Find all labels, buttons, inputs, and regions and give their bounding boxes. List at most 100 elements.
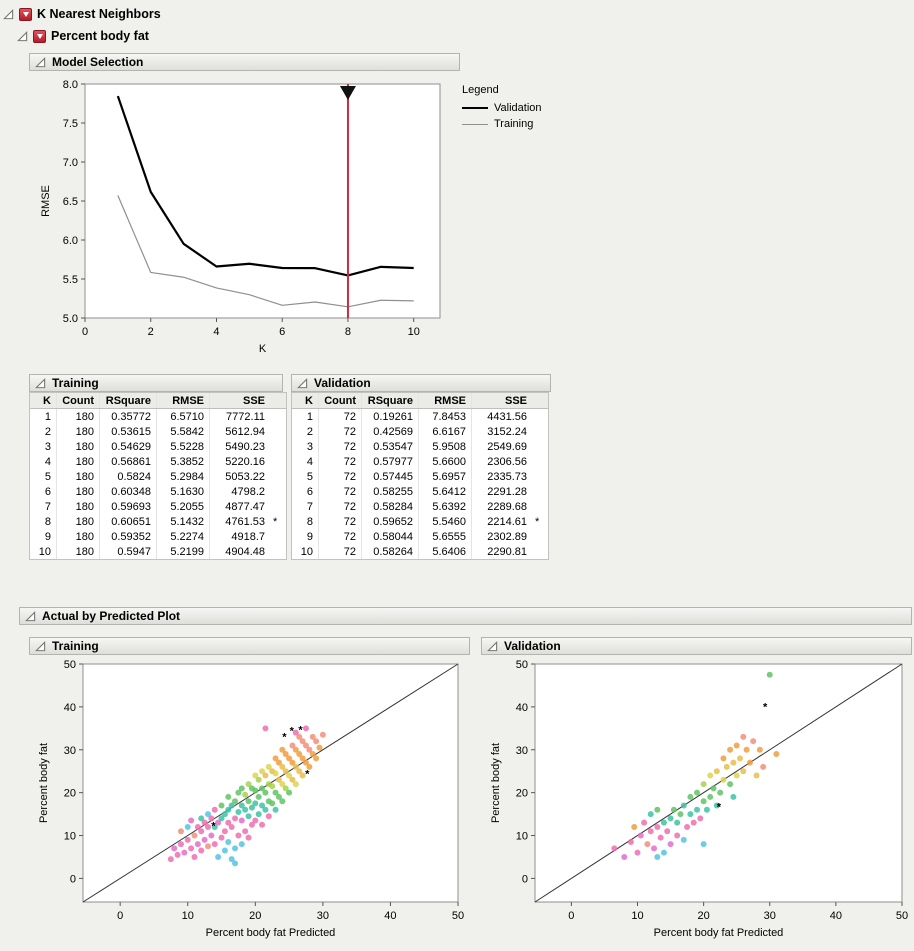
table-row[interactable]: 3 72 0.53547 5.9508 2549.69 — [292, 439, 548, 454]
data-point — [188, 817, 195, 824]
red-triangle-menu-button[interactable] — [33, 29, 46, 43]
data-point — [674, 832, 681, 839]
y-tick-label: 5.5 — [63, 274, 78, 286]
table-row[interactable]: 1 72 0.19261 7.8453 4431.56 — [292, 408, 548, 424]
table-row[interactable]: 1 180 0.35772 6.5710 7772.11 — [30, 408, 286, 424]
data-point — [647, 828, 654, 835]
data-point — [703, 806, 710, 813]
red-triangle-menu-button[interactable] — [19, 7, 32, 21]
table-row[interactable]: 2 72 0.42569 6.6167 3152.24 — [292, 424, 548, 439]
table-row[interactable]: 5 72 0.57445 5.6957 2335.73 — [292, 469, 548, 484]
validation-line-swatch — [462, 107, 488, 109]
data-point — [286, 789, 293, 796]
data-point — [657, 834, 664, 841]
asterisk-marker: * — [282, 732, 287, 744]
data-point — [232, 860, 239, 867]
actual-by-predicted-outline-header[interactable]: Actual by Predicted Plot — [19, 607, 912, 625]
disclosure-triangle-icon[interactable] — [297, 377, 308, 389]
table-row[interactable]: 10 72 0.58264 5.6406 2290.81 — [292, 544, 548, 559]
scatter-points[interactable]: *** ** — [167, 724, 326, 867]
disclosure-triangle-icon[interactable] — [35, 640, 46, 652]
y-tick-label: 6.5 — [63, 196, 78, 208]
data-point — [252, 772, 259, 779]
scatter-points[interactable]: ** — [611, 671, 780, 860]
table-row[interactable]: 10 180 0.5947 5.2199 4904.48 — [30, 544, 286, 559]
table-row[interactable]: 9 180 0.59352 5.2274 4918.7 — [30, 529, 286, 544]
data-point — [654, 806, 661, 813]
data-point — [707, 772, 714, 779]
table-row[interactable]: 5 180 0.5824 5.2984 5053.22 — [30, 469, 286, 484]
data-point — [664, 828, 671, 835]
data-point — [733, 742, 740, 749]
data-point — [279, 763, 286, 770]
legend: Legend Validation Training — [462, 84, 542, 134]
data-point — [773, 751, 780, 758]
training-actual-by-predicted-plot[interactable]: 0 0 10 10 20 20 30 30 40 40 50 50 Percent body fat P… — [33, 656, 468, 948]
data-point — [218, 834, 225, 841]
table-row[interactable]: 9 72 0.58044 5.6555 2302.89 — [292, 529, 548, 544]
validation-table-outline-header[interactable]: Validation — [291, 374, 551, 392]
table-row[interactable]: 4 72 0.57977 5.6600 2306.56 — [292, 454, 548, 469]
data-point — [275, 776, 282, 783]
y-tick-label: 50 — [64, 659, 76, 671]
data-point — [299, 738, 306, 745]
data-point — [727, 746, 734, 753]
disclosure-triangle-icon[interactable] — [25, 610, 36, 622]
data-point — [670, 806, 677, 813]
data-point — [316, 744, 323, 751]
data-point — [713, 802, 720, 809]
data-point — [262, 789, 269, 796]
table-row[interactable]: 3 180 0.54629 5.5228 5490.23 — [30, 439, 286, 454]
data-point — [282, 768, 289, 775]
table-row[interactable]: 7 180 0.59693 5.2055 4877.47 — [30, 499, 286, 514]
data-point — [654, 853, 661, 860]
table-row[interactable]: 8 180 0.60651 5.1432 4761.53 * — [44, 514, 278, 529]
table-row[interactable]: 7 72 0.58284 5.6392 2289.68 — [292, 499, 548, 514]
model-selection-chart[interactable]: 5.0 5.5 6.0 6.5 7.0 7.5 8.0 0 2 4 6 8 10 K RMSE — [35, 74, 465, 366]
training-plot-outline-header[interactable]: Training — [29, 637, 470, 655]
data-point — [205, 811, 211, 818]
data-point — [651, 845, 658, 852]
data-point — [733, 772, 740, 779]
data-point — [296, 733, 303, 740]
data-point — [296, 751, 303, 758]
x-tick-label: 10 — [408, 326, 420, 338]
data-point — [611, 845, 618, 852]
disclosure-triangle-icon[interactable] — [17, 30, 28, 42]
validation-plot-outline-header[interactable]: Validation — [481, 637, 912, 655]
legend-item-training[interactable]: Training — [462, 118, 542, 130]
training-table-outline-header[interactable]: Training — [29, 374, 283, 392]
data-point — [634, 849, 641, 856]
data-point — [201, 819, 208, 826]
data-point — [289, 742, 296, 749]
disclosure-triangle-icon[interactable] — [3, 8, 14, 20]
table-row[interactable]: 6 180 0.60348 5.1630 4798.2 — [30, 484, 286, 499]
data-point — [205, 823, 211, 830]
data-point — [218, 815, 225, 822]
disclosure-triangle-icon[interactable] — [35, 56, 46, 68]
legend-label-validation: Validation — [494, 102, 542, 114]
table-row[interactable]: 2 180 0.53615 5.5842 5612.94 — [30, 424, 286, 439]
x-tick-label: 6 — [279, 326, 285, 338]
disclosure-triangle-icon[interactable] — [35, 377, 46, 389]
model-selection-outline-header[interactable]: Model Selection — [29, 53, 460, 71]
data-point — [262, 806, 269, 813]
data-point — [259, 821, 266, 828]
data-point — [306, 746, 313, 753]
data-point — [296, 768, 303, 775]
k-selector-handle[interactable] — [339, 86, 356, 100]
legend-item-validation[interactable]: Validation — [462, 102, 542, 114]
data-point — [272, 770, 279, 777]
data-point — [259, 768, 266, 775]
root-outline-title: K Nearest Neighbors — [37, 7, 161, 21]
y-tick-label: 8.0 — [63, 79, 78, 91]
table-row[interactable]: 6 72 0.58255 5.6412 2291.28 — [292, 484, 548, 499]
data-point — [299, 772, 306, 779]
data-point — [753, 772, 760, 779]
validation-actual-by-predicted-plot[interactable]: 0 0 10 10 20 20 30 30 40 40 50 50 Percent body fat P… — [485, 656, 912, 948]
disclosure-triangle-icon[interactable] — [487, 640, 498, 652]
table-row[interactable]: 8 72 0.59652 5.5460 2214.61 * — [306, 514, 540, 529]
data-point — [272, 755, 279, 762]
data-point — [700, 781, 707, 788]
table-row[interactable]: 4 180 0.56861 5.3852 5220.16 — [30, 454, 286, 469]
